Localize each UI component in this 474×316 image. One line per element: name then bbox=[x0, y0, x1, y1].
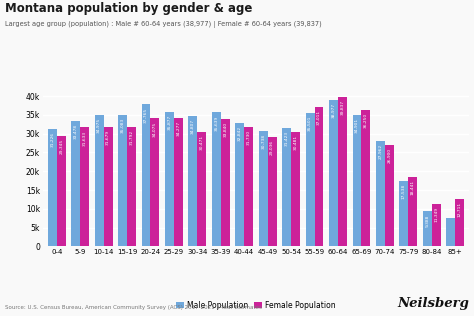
Bar bbox=[71, 120, 80, 246]
Bar bbox=[291, 132, 300, 246]
Bar bbox=[212, 112, 221, 246]
Text: 34,075: 34,075 bbox=[153, 121, 157, 137]
Bar bbox=[244, 127, 253, 246]
Text: 29,036: 29,036 bbox=[270, 140, 274, 155]
Bar bbox=[48, 129, 57, 246]
Bar bbox=[362, 110, 370, 246]
Bar bbox=[235, 123, 244, 246]
Bar bbox=[165, 112, 174, 246]
Text: 33,840: 33,840 bbox=[223, 122, 227, 137]
Bar bbox=[353, 115, 362, 246]
Text: 32,842: 32,842 bbox=[238, 126, 242, 141]
Text: 30,481: 30,481 bbox=[293, 135, 298, 150]
Text: 35,083: 35,083 bbox=[120, 118, 125, 133]
Text: 36,250: 36,250 bbox=[364, 113, 368, 128]
Text: 18,441: 18,441 bbox=[411, 180, 415, 195]
Text: 38,977: 38,977 bbox=[331, 103, 336, 118]
Text: 31,226: 31,226 bbox=[50, 132, 54, 147]
Text: 34,807: 34,807 bbox=[191, 118, 195, 134]
Bar bbox=[174, 118, 183, 246]
Text: 30,738: 30,738 bbox=[261, 134, 265, 149]
Text: 26,900: 26,900 bbox=[387, 148, 392, 163]
Bar bbox=[104, 127, 112, 246]
Text: 35,639: 35,639 bbox=[214, 115, 219, 131]
Bar bbox=[189, 116, 197, 246]
Text: Neilsberg: Neilsberg bbox=[397, 297, 469, 310]
Text: 31,730: 31,730 bbox=[246, 130, 251, 145]
Bar bbox=[197, 132, 206, 246]
Text: 29,345: 29,345 bbox=[59, 139, 63, 154]
Text: 39,837: 39,837 bbox=[340, 100, 345, 115]
Bar bbox=[57, 136, 65, 246]
Text: 31,792: 31,792 bbox=[129, 130, 134, 145]
Text: Source: U.S. Census Bureau, American Community Survey (ACS) 2017-2021 5-Year Est: Source: U.S. Census Bureau, American Com… bbox=[5, 305, 262, 310]
Text: 27,962: 27,962 bbox=[378, 144, 383, 160]
Text: 35,877: 35,877 bbox=[167, 114, 172, 130]
Bar bbox=[447, 218, 455, 246]
Bar bbox=[259, 131, 268, 246]
Text: 31,679: 31,679 bbox=[106, 130, 110, 145]
Text: 34,901: 34,901 bbox=[355, 118, 359, 133]
Text: 34,975: 34,975 bbox=[97, 118, 101, 133]
Bar bbox=[455, 199, 464, 246]
Text: 30,471: 30,471 bbox=[200, 135, 204, 150]
Bar bbox=[150, 118, 159, 246]
Bar bbox=[221, 119, 230, 246]
Bar bbox=[282, 128, 291, 246]
Bar bbox=[329, 100, 338, 246]
Text: 12,711: 12,711 bbox=[458, 202, 462, 217]
Bar bbox=[432, 204, 441, 246]
Text: 33,478: 33,478 bbox=[74, 124, 78, 139]
Text: 37,011: 37,011 bbox=[317, 110, 321, 125]
Text: 17,538: 17,538 bbox=[402, 184, 406, 199]
Bar bbox=[385, 145, 394, 246]
Text: 31,633: 31,633 bbox=[82, 131, 87, 146]
Bar bbox=[338, 97, 347, 246]
Bar bbox=[95, 115, 104, 246]
Text: 37,765: 37,765 bbox=[144, 107, 148, 123]
Text: 31,423: 31,423 bbox=[285, 131, 289, 146]
Bar bbox=[142, 104, 150, 246]
Bar bbox=[400, 180, 408, 246]
Bar bbox=[127, 127, 136, 246]
Bar bbox=[423, 211, 432, 246]
Text: 34,277: 34,277 bbox=[176, 120, 181, 136]
Text: 35,501: 35,501 bbox=[308, 116, 312, 131]
Bar bbox=[80, 127, 89, 246]
Bar bbox=[306, 113, 315, 246]
Bar bbox=[118, 114, 127, 246]
Bar bbox=[315, 107, 323, 246]
Bar bbox=[408, 177, 417, 246]
Text: 9,388: 9,388 bbox=[425, 214, 429, 227]
Bar bbox=[376, 141, 385, 246]
Text: Largest age group (population) : Male # 60-64 years (38,977) | Female # 60-64 ye: Largest age group (population) : Male # … bbox=[5, 21, 321, 27]
Text: 11,349: 11,349 bbox=[434, 207, 438, 222]
Text: Montana population by gender & age: Montana population by gender & age bbox=[5, 2, 252, 15]
Bar bbox=[268, 137, 277, 246]
Legend: Male Population, Female Population: Male Population, Female Population bbox=[173, 298, 339, 313]
